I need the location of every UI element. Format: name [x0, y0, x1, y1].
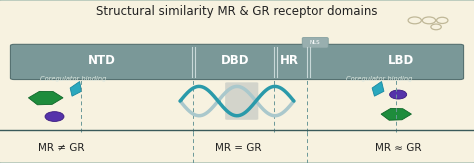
FancyBboxPatch shape [225, 82, 258, 120]
FancyBboxPatch shape [302, 37, 328, 48]
Text: LBD: LBD [387, 54, 414, 67]
Text: Structural similarity MR & GR receptor domains: Structural similarity MR & GR receptor d… [96, 5, 378, 18]
FancyBboxPatch shape [10, 44, 464, 80]
Polygon shape [28, 91, 63, 105]
Text: MR ≠ GR: MR ≠ GR [38, 143, 85, 153]
Ellipse shape [45, 112, 64, 121]
Polygon shape [381, 108, 411, 120]
Polygon shape [372, 82, 384, 96]
Text: Coregulator binding: Coregulator binding [346, 76, 412, 82]
Polygon shape [70, 82, 82, 96]
Text: MR ≈ GR: MR ≈ GR [375, 143, 421, 153]
Text: NLS: NLS [310, 40, 320, 45]
Ellipse shape [390, 90, 407, 99]
Text: DBD: DBD [220, 54, 249, 67]
Text: NTD: NTD [88, 54, 116, 67]
Text: MR = GR: MR = GR [215, 143, 262, 153]
Text: HR: HR [280, 54, 299, 67]
Text: Coregulator binding: Coregulator binding [40, 76, 107, 82]
